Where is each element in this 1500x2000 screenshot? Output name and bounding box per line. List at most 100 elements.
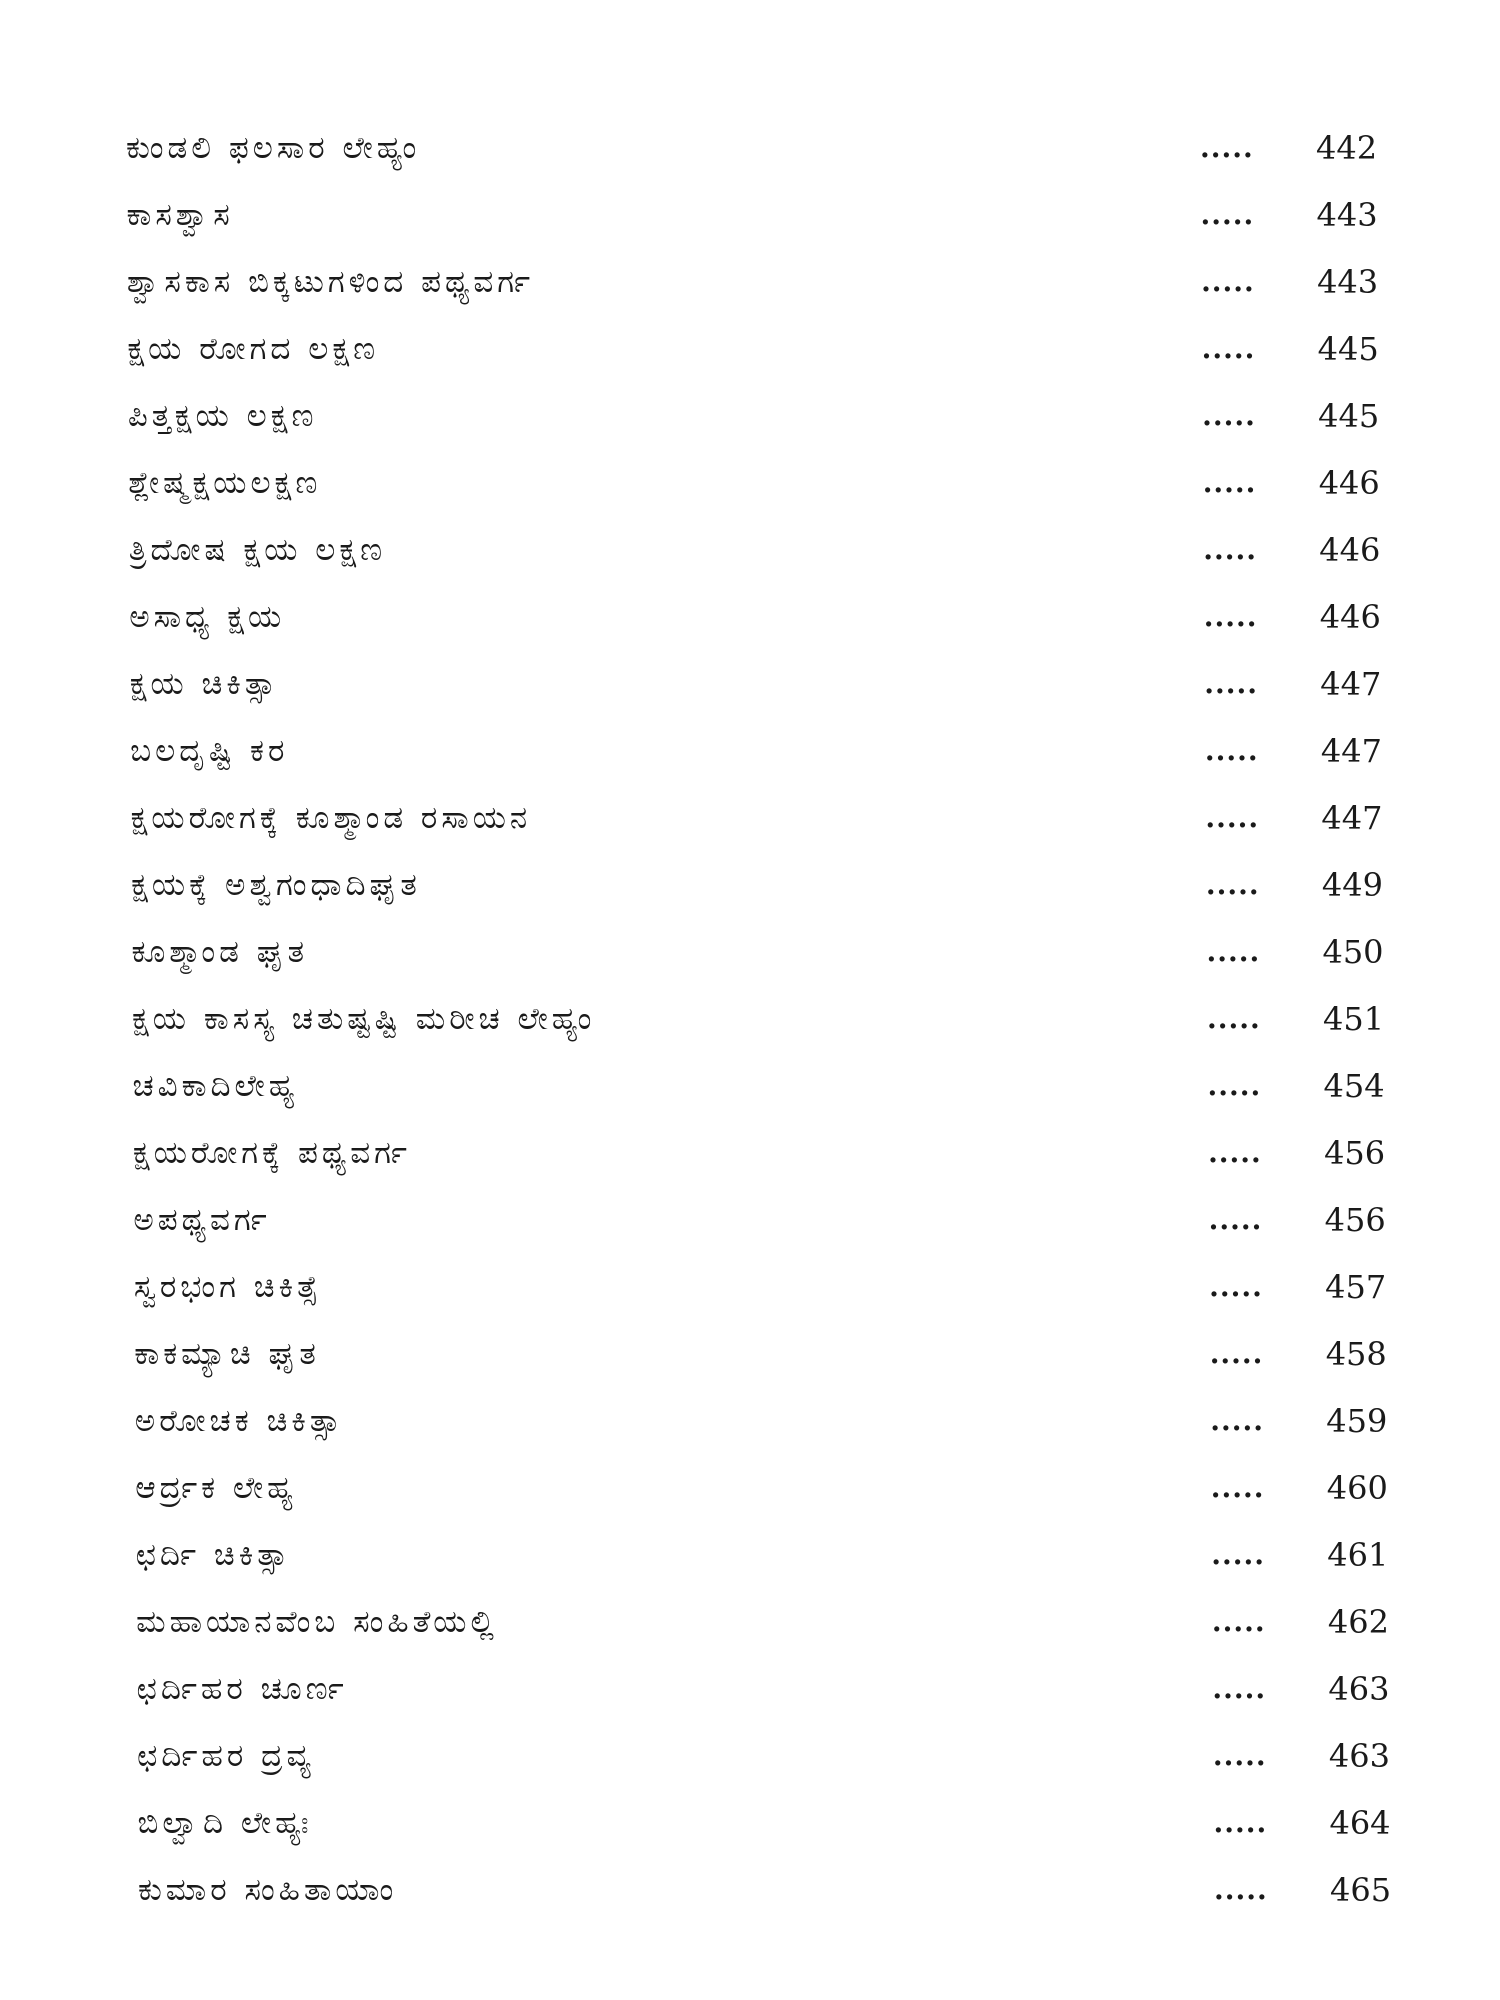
toc-leader-dots: ..... bbox=[1207, 1069, 1262, 1102]
toc-leader-dots: ..... bbox=[1208, 1136, 1262, 1169]
toc-leader-dots: ..... bbox=[1213, 1806, 1268, 1839]
toc-entry-page-number: 443 bbox=[1316, 196, 1378, 234]
toc-entry-page-number: 445 bbox=[1317, 330, 1379, 368]
toc-entry: ಸ್ವರಭಂಗ ಚಿಕಿತ್ಸೆ..... 457 bbox=[0, 1257, 1500, 1317]
toc-entry: ಚವಿಕಾದಿಲೇಹ್ಯ..... 454 bbox=[0, 1056, 1500, 1116]
toc-entry-page-number: 451 bbox=[1323, 1000, 1385, 1038]
toc-leader-dots: ..... bbox=[1202, 399, 1256, 432]
toc-entry-page-number: 456 bbox=[1324, 1134, 1386, 1172]
toc-entry: ಛರ್ದಿಹರ ಚೂರ್ಣ..... 463 bbox=[0, 1659, 1500, 1719]
toc-leader-dots: ..... bbox=[1203, 600, 1258, 633]
toc-entry-page-number: 462 bbox=[1327, 1603, 1389, 1641]
toc-leader-dots: ..... bbox=[1202, 466, 1257, 499]
toc-entry-page-number: 464 bbox=[1329, 1804, 1391, 1842]
toc-leader-dots: ..... bbox=[1204, 667, 1259, 700]
toc-leader-dots: ..... bbox=[1203, 533, 1257, 566]
toc-entry: ಪಿತ್ತಕ್ಷಯ ಲಕ್ಷಣ..... 445 bbox=[0, 386, 1500, 446]
toc-entry-title: ಬಲದೃಷ್ಟಿ ಕರ bbox=[130, 733, 289, 769]
toc-entry-page-number: 447 bbox=[1321, 799, 1383, 837]
toc-entry: ಕೂಶ್ಮಾಂಡ ಘೃತ..... 450 bbox=[0, 922, 1500, 982]
toc-entry: ಕ್ಷಯರೋಗಕ್ಕೆ ಪಥ್ಯವರ್ಗ..... 456 bbox=[0, 1123, 1500, 1183]
toc-leader-dots: ..... bbox=[1206, 935, 1261, 968]
toc-entry: ಆರ್ದ್ರಕ ಲೇಹ್ಯ..... 460 bbox=[0, 1458, 1500, 1518]
toc-entry: ಮಹಾಯಾನವೆಂಬ ಸಂಹಿತೆಯಲ್ಲಿ..... 462 bbox=[0, 1592, 1500, 1652]
toc-entry-title: ಚವಿಕಾದಿಲೇಹ್ಯ bbox=[132, 1068, 299, 1104]
toc-entry-page-number: 456 bbox=[1324, 1201, 1386, 1239]
toc-leader-dots: ..... bbox=[1212, 1739, 1267, 1772]
toc-leader-dots: ..... bbox=[1211, 1605, 1266, 1638]
toc-entry-title: ಸ್ವರಭಂಗ ಚಿಕಿತ್ಸೆ bbox=[133, 1269, 322, 1305]
toc-entry-title: ಕುಮಾರ ಸಂಹಿತಾಯಾಂ bbox=[138, 1872, 398, 1908]
toc-entry: ಬಿಲ್ವಾದಿ ಲೇಹ್ಯಃ..... 464 bbox=[0, 1793, 1500, 1853]
toc-entry-title: ಕುಂಡಲಿ ಫಲಸಾರ ಲೇಹ್ಯಂ bbox=[126, 130, 421, 166]
toc-entry-page-number: 447 bbox=[1320, 665, 1382, 703]
toc-entry: ತ್ರಿದೋಷ ಕ್ಷಯ ಲಕ್ಷಣ..... 446 bbox=[0, 520, 1500, 580]
toc-leader-dots: ..... bbox=[1207, 1002, 1261, 1035]
toc-leader-dots: ..... bbox=[1210, 1404, 1264, 1437]
toc-leader-dots: ..... bbox=[1200, 198, 1255, 231]
toc-entry: ಕ್ಷಯ ರೋಗದ ಲಕ್ಷಣ..... 445 bbox=[0, 319, 1500, 379]
toc-entry-page-number: 454 bbox=[1323, 1067, 1385, 1105]
toc-leader-dots: ..... bbox=[1209, 1337, 1264, 1370]
toc-entry-page-number: 450 bbox=[1322, 933, 1384, 971]
toc-entry: ಕಾಕಮ್ಯಾಚಿ ಘೃತ..... 458 bbox=[0, 1324, 1500, 1384]
toc-entry: ಅರೋಚಕ ಚಿಕಿತ್ಸಾ..... 459 bbox=[0, 1391, 1500, 1451]
toc-entry-page-number: 465 bbox=[1330, 1871, 1392, 1909]
toc-leader-dots: ..... bbox=[1212, 1672, 1267, 1705]
toc-entry: ಶ್ವಾಸಕಾಸ ಬಿಕ್ಕಟುಗಳಿಂದ ಪಥ್ಯವರ್ಗ..... 443 bbox=[0, 252, 1500, 312]
toc-leader-dots: ..... bbox=[1201, 265, 1255, 298]
toc-entry-page-number: 447 bbox=[1320, 732, 1382, 770]
toc-entry-page-number: 442 bbox=[1316, 129, 1378, 167]
toc-leader-dots: ..... bbox=[1214, 1873, 1268, 1906]
toc-leader-dots: ..... bbox=[1205, 868, 1260, 901]
toc-entry: ಅಸಾಧ್ಯ ಕ್ಷಯ..... 446 bbox=[0, 587, 1500, 647]
toc-entry-title: ಕ್ಷಯ ಕಾಸಸ್ಯ ಚತುಷ್ಟಷ್ಟಿ ಮರೀಚ ಲೇಹ್ಯಂ bbox=[132, 1001, 596, 1037]
toc-leader-dots: ..... bbox=[1210, 1471, 1265, 1504]
toc-entry-page-number: 459 bbox=[1326, 1402, 1388, 1440]
toc-entry-page-number: 463 bbox=[1328, 1670, 1390, 1708]
toc-entry-title: ಕ್ಷಯ ರೋಗದ ಲಕ್ಷಣ bbox=[127, 331, 380, 367]
toc-entry-title: ಕ್ಷಯರೋಗಕ್ಕೆ ಪಥ್ಯವರ್ಗ bbox=[132, 1135, 411, 1171]
toc-entry: ಕ್ಷಯರೋಗಕ್ಕೆ ಕೂಶ್ಮಾಂಡ ರಸಾಯನ..... 447 bbox=[0, 788, 1500, 848]
toc-leader-dots: ..... bbox=[1205, 801, 1260, 834]
toc-entry-page-number: 449 bbox=[1321, 866, 1383, 904]
toc-entry: ಕಾಸಶ್ವಾಸ..... 443 bbox=[0, 185, 1500, 245]
toc-leader-dots: ..... bbox=[1201, 332, 1256, 365]
toc-entry-page-number: 458 bbox=[1325, 1335, 1387, 1373]
toc-entry: ಶ್ಲೇಷ್ಮಕ್ಷಯಲಕ್ಷಣ..... 446 bbox=[0, 453, 1500, 513]
toc-entry-title: ಬಿಲ್ವಾದಿ ಲೇಹ್ಯಃ bbox=[137, 1805, 313, 1841]
toc-entry-title: ಛರ್ದಿಹರ ದ್ರವ್ಯ bbox=[137, 1738, 315, 1774]
toc-entry-page-number: 445 bbox=[1318, 397, 1380, 435]
toc-entry-title: ಪಿತ್ತಕ್ಷಯ ಲಕ್ಷಣ bbox=[127, 398, 318, 434]
toc-entry-page-number: 460 bbox=[1326, 1469, 1388, 1507]
toc-entry-title: ತ್ರಿದೋಷ ಕ್ಷಯ ಲಕ್ಷಣ bbox=[128, 532, 387, 568]
toc-entry-title: ಶ್ಲೇಷ್ಮಕ್ಷಯಲಕ್ಷಣ bbox=[128, 465, 322, 501]
toc-leader-dots: ..... bbox=[1211, 1538, 1266, 1571]
toc-entry-title: ಕಾಕಮ್ಯಾಚಿ ಘೃತ bbox=[134, 1336, 320, 1372]
toc-leader-dots: ..... bbox=[1200, 131, 1254, 164]
toc-entry-page-number: 446 bbox=[1319, 598, 1381, 636]
toc-entry: ಕ್ಷಯಕ್ಕೆ ಅಶ್ವಗಂಧಾದಿಘೃತ..... 449 bbox=[0, 855, 1500, 915]
toc-entry-title: ಅರೋಚಕ ಚಿಕಿತ್ಸಾ bbox=[134, 1403, 345, 1439]
toc-leader-dots: ..... bbox=[1208, 1203, 1263, 1236]
toc-entry: ಕ್ಷಯ ಚಿಕಿತ್ಸಾ..... 447 bbox=[0, 654, 1500, 714]
toc-entry: ಛರ್ದಿ ಚಿಕಿತ್ಸಾ..... 461 bbox=[0, 1525, 1500, 1585]
toc-entry-page-number: 446 bbox=[1318, 464, 1380, 502]
toc-entry-page-number: 461 bbox=[1327, 1536, 1389, 1574]
toc-entry-title: ಕ್ಷಯಕ್ಕೆ ಅಶ್ವಗಂಧಾದಿಘೃತ bbox=[131, 867, 421, 903]
toc-entry: ಛರ್ದಿಹರ ದ್ರವ್ಯ..... 463 bbox=[0, 1726, 1500, 1786]
toc-entry: ಕ್ಷಯ ಕಾಸಸ್ಯ ಚತುಷ್ಟಷ್ಟಿ ಮರೀಚ ಲೇಹ್ಯಂ..... 4… bbox=[0, 989, 1500, 1049]
toc-entry-title: ಛರ್ದಿ ಚಿಕಿತ್ಸಾ bbox=[135, 1537, 292, 1573]
toc-entry-page-number: 457 bbox=[1325, 1268, 1387, 1306]
toc-entry-title: ಛರ್ದಿಹರ ಚೂರ್ಣ bbox=[136, 1671, 348, 1707]
toc-entry: ಬಲದೃಷ್ಟಿ ಕರ..... 447 bbox=[0, 721, 1500, 781]
toc-entry-title: ಅಸಾಧ್ಯ ಕ್ಷಯ bbox=[129, 599, 286, 635]
toc-entry-title: ಕಾಸಶ್ವಾಸ bbox=[126, 197, 234, 233]
toc-entry: ಅಪಥ್ಯವರ್ಗ..... 456 bbox=[0, 1190, 1500, 1250]
toc-leader-dots: ..... bbox=[1204, 734, 1259, 767]
toc-entry-title: ಅಪಥ್ಯವರ್ಗ bbox=[133, 1202, 271, 1238]
toc-entry: ಕುಮಾರ ಸಂಹಿತಾಯಾಂ..... 465 bbox=[0, 1860, 1500, 1920]
toc-entry-title: ಶ್ವಾಸಕಾಸ ಬಿಕ್ಕಟುಗಳಿಂದ ಪಥ್ಯವರ್ಗ bbox=[126, 264, 535, 300]
toc-entry-title: ಕ್ಷಯ ಚಿಕಿತ್ಸಾ bbox=[129, 666, 280, 702]
toc-leader-dots: ..... bbox=[1209, 1270, 1263, 1303]
